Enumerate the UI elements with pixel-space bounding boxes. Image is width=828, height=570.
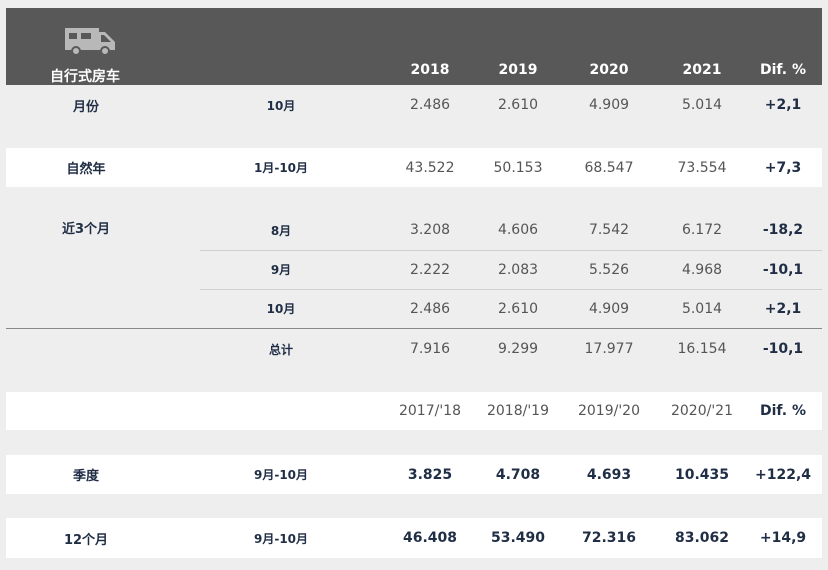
value-2018: 7.916: [409, 341, 451, 357]
value-dif: +2,1: [764, 97, 802, 113]
row-divider: [6, 328, 822, 329]
row-period: 1月-10月: [253, 161, 309, 175]
value-dif: +14,9: [759, 530, 807, 546]
row-period: 10月: [266, 302, 296, 316]
value-dif: -10,1: [762, 341, 804, 357]
table-header: 自行式房车 2018 2019 2020 2021 Dif. %: [6, 8, 822, 85]
value-2019: 2.610: [497, 300, 539, 317]
value-2019: 2.083: [497, 261, 539, 278]
season-header-2019-20: 2019/'20: [577, 403, 640, 419]
row-label: 近3个月: [61, 222, 111, 237]
row-label: 12个月: [63, 532, 109, 548]
value-2018-19: 4.708: [495, 466, 541, 483]
value-2018: 3.208: [409, 222, 451, 238]
value-2020: 5.526: [588, 261, 630, 278]
season-header-2018-19: 2018/'19: [486, 403, 549, 419]
value-2019: 9.299: [497, 341, 539, 357]
year-header-2020: 2020: [589, 62, 629, 78]
row-label: 月份: [72, 99, 99, 115]
table-row-last3-sep: 9月 2.222 2.083 5.526 4.968 -10,1: [6, 250, 822, 289]
table-row-last3-total: 总计 7.916 9.299 17.977 16.154 -10,1: [6, 329, 822, 369]
table-row-season: 季度 9月-10月 3.825 4.708 4.693 10.435 +122,…: [6, 455, 822, 494]
row-period: 9月-10月: [253, 531, 309, 546]
value-dif: +122,4: [754, 466, 811, 483]
value-2019-20: 72.316: [581, 530, 637, 546]
row-label: 季度: [72, 469, 99, 484]
season-header-row: 2017/'18 2018/'19 2019/'20 2020/'21 Dif.…: [6, 392, 822, 430]
row-period: 9月: [270, 263, 292, 277]
year-header-2018: 2018: [410, 62, 450, 78]
value-2021: 73.554: [677, 159, 727, 176]
value-2021: 6.172: [681, 222, 723, 238]
row-divider: [200, 289, 822, 290]
table-row-last3-aug: 近3个月 8月 3.208 4.606 7.542 6.172 -18,2: [6, 210, 822, 250]
value-dif: -10,1: [762, 261, 804, 278]
value-2020: 4.909: [588, 300, 630, 317]
table-row-calendar-year: 自然年 1月-10月 43.522 50.153 68.547 73.554 +…: [6, 148, 822, 187]
row-period: 9月-10月: [253, 468, 309, 482]
value-2021: 16.154: [677, 341, 727, 357]
value-2017-18: 46.408: [402, 530, 458, 546]
value-2020-21: 83.062: [674, 530, 730, 546]
season-header-dif: Dif. %: [760, 403, 806, 419]
value-2020-21: 10.435: [674, 466, 730, 483]
value-2018: 2.486: [409, 97, 451, 113]
table-title: 自行式房车: [50, 69, 120, 85]
value-2018: 2.486: [409, 300, 451, 317]
value-2019: 4.606: [497, 222, 539, 238]
season-header-2020-21: 2020/'21: [670, 403, 733, 419]
value-2019-20: 4.693: [586, 466, 632, 483]
camper-van-icon: [65, 28, 115, 56]
table-row-twelve-months: 12个月 9月-10月 46.408 53.490 72.316 83.062 …: [6, 518, 822, 558]
row-period: 8月: [270, 223, 292, 238]
value-2018: 2.222: [409, 261, 451, 278]
table-row-month: 月份 10月 2.486 2.610 4.909 5.014 +2,1: [6, 85, 822, 125]
value-2020: 17.977: [584, 341, 634, 357]
row-period: 10月: [266, 98, 296, 113]
value-2021: 4.968: [681, 261, 723, 278]
value-dif: -18,2: [762, 222, 804, 238]
value-2021: 5.014: [681, 300, 723, 317]
season-header-2017-18: 2017/'18: [398, 403, 461, 419]
table-row-last3-oct: 10月 2.486 2.610 4.909 5.014 +2,1: [6, 289, 822, 328]
row-label: 自然年: [66, 162, 106, 177]
row-divider: [200, 250, 822, 251]
value-2020: 68.547: [584, 159, 634, 176]
value-2018: 43.522: [405, 159, 455, 176]
value-dif: +2,1: [764, 300, 802, 317]
dif-header: Dif. %: [760, 62, 806, 78]
year-header-2019: 2019: [498, 62, 538, 78]
value-2020: 7.542: [588, 222, 630, 238]
value-2020: 4.909: [588, 97, 630, 113]
value-2017-18: 3.825: [407, 466, 453, 483]
value-2021: 5.014: [681, 97, 723, 113]
value-2018-19: 53.490: [490, 530, 546, 546]
value-2019: 50.153: [493, 159, 543, 176]
row-period: 总计: [268, 342, 293, 357]
value-dif: +7,3: [764, 159, 802, 176]
year-header-2021: 2021: [682, 62, 722, 78]
value-2019: 2.610: [497, 97, 539, 113]
